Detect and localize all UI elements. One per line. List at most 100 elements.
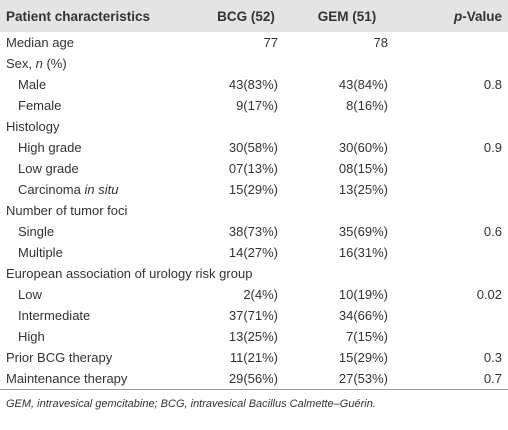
column-header: p-Value (402, 0, 508, 32)
cell (402, 116, 508, 137)
cell (402, 179, 508, 200)
cell: 77 (263, 35, 278, 50)
column-header: GEM (51) (292, 0, 402, 32)
cell: 13(25%) (338, 182, 388, 197)
row: Median age 77 78 (0, 32, 508, 53)
row-label: High grade (18, 140, 82, 155)
cell: 43(83%) (228, 77, 278, 92)
row: Prior BCG therapy 11(21%) 15(29%) 0.3 (0, 347, 508, 368)
cell: 08(15%) (338, 161, 388, 176)
text-part: Carcinoma (18, 182, 85, 197)
cell: 13(25%) (228, 329, 278, 344)
row-label: Carcinoma in situ (0, 179, 200, 200)
cell: 8(16%) (346, 98, 388, 113)
cell: 0.02 (476, 287, 502, 302)
cell: 0.3 (483, 350, 502, 365)
cell (402, 242, 508, 263)
sub-row: Intermediate 37(71%) 34(66%) (0, 305, 508, 326)
row-label: Male (18, 77, 47, 92)
row-label: Prior BCG therapy (6, 350, 113, 365)
row-label: Intermediate (18, 308, 91, 323)
cell (292, 53, 402, 74)
cell: 0.9 (483, 140, 502, 155)
text-part: (%) (42, 56, 67, 71)
cell: 34(66%) (338, 308, 388, 323)
cell (402, 326, 508, 347)
characteristics-table: Patient characteristics BCG (52) GEM (51) p… (0, 0, 508, 390)
row: European association of urology risk gro… (0, 263, 508, 284)
row-label: Single (18, 224, 55, 239)
cell: 0.6 (483, 224, 502, 239)
row: Histology (0, 116, 508, 137)
row: Sex, n (%) (0, 53, 508, 74)
text-part: n (35, 56, 43, 71)
cell: 30(58%) (228, 140, 278, 155)
cell (292, 263, 402, 284)
cell: 38(73%) (228, 224, 278, 239)
sub-row: Female 9(17%) 8(16%) (0, 95, 508, 116)
header-row: Patient characteristics BCG (52) GEM (51) p… (0, 0, 508, 32)
sub-row: Single 38(73%) 35(69%) 0.6 (0, 221, 508, 242)
cell (292, 200, 402, 221)
row: Maintenance therapy 29(56%) 27(53%) 0.7 (0, 368, 508, 390)
row-label: Female (18, 98, 62, 113)
cell (200, 116, 292, 137)
sub-row: Low grade 07(13%) 08(15%) (0, 158, 508, 179)
cell: 15(29%) (228, 182, 278, 197)
cell: 37(71%) (228, 308, 278, 323)
cell: 7(15%) (346, 329, 388, 344)
sub-row: Multiple 14(27%) 16(31%) (0, 242, 508, 263)
sub-row: High 13(25%) 7(15%) (0, 326, 508, 347)
footnote: GEM, intravesical gemcitabine; BCG, intr… (6, 398, 376, 410)
sub-row: Male 43(83%) 43(84%) 0.8 (0, 74, 508, 95)
row-label: Number of tumor foci (6, 203, 128, 218)
sub-row: High grade 30(58%) 30(60%) 0.9 (0, 137, 508, 158)
cell: 78 (373, 35, 388, 50)
cell (402, 95, 508, 116)
row-label: Low (18, 287, 42, 302)
text-part: -Value (462, 8, 502, 24)
cell (402, 32, 508, 53)
cell: 0.8 (483, 77, 502, 92)
cell: 0.7 (402, 368, 508, 390)
table-body: Median age 77 78 Sex, n (%) Male 43(83%) 43(84… (0, 32, 508, 390)
column-header: Patient characteristics (0, 0, 200, 32)
cell (200, 53, 292, 74)
cell: 9(17%) (236, 98, 278, 113)
column-header: BCG (52) (200, 0, 292, 32)
sub-row: Low 2(4%) 10(19%) 0.02 (0, 284, 508, 305)
row-label: Sex, n (%) (0, 53, 200, 74)
cell: 10(19%) (338, 287, 388, 302)
cell: 16(31%) (338, 245, 388, 260)
text-part: p (453, 8, 463, 24)
cell: 30(60%) (338, 140, 388, 155)
cell (200, 200, 292, 221)
cell: 07(13%) (228, 161, 278, 176)
row-label: High (18, 329, 45, 344)
cell (402, 263, 508, 284)
row-label: Maintenance therapy (0, 368, 200, 390)
cell (292, 116, 402, 137)
text-part: Sex, (6, 56, 36, 71)
cell (402, 305, 508, 326)
cell (402, 200, 508, 221)
sub-row: Carcinoma in situ 15(29%) 13(25%) (0, 179, 508, 200)
row: Number of tumor foci (0, 200, 508, 221)
cell: 35(69%) (338, 224, 388, 239)
cell: 15(29%) (338, 350, 388, 365)
cell (402, 158, 508, 179)
cell: 43(84%) (338, 77, 388, 92)
cell: 2(4%) (243, 287, 278, 302)
row-label: Median age (6, 35, 74, 50)
cell: 29(56%) (200, 368, 292, 390)
cell: 27(53%) (292, 368, 402, 390)
cell (402, 53, 508, 74)
cell: 11(21%) (229, 350, 278, 365)
cell: 14(27%) (228, 245, 278, 260)
row-label: Low grade (18, 161, 79, 176)
row-label: European association of urology risk gro… (6, 266, 253, 281)
row-label: Multiple (18, 245, 63, 260)
row-label: Histology (6, 119, 60, 134)
text-part: in situ (84, 182, 119, 197)
